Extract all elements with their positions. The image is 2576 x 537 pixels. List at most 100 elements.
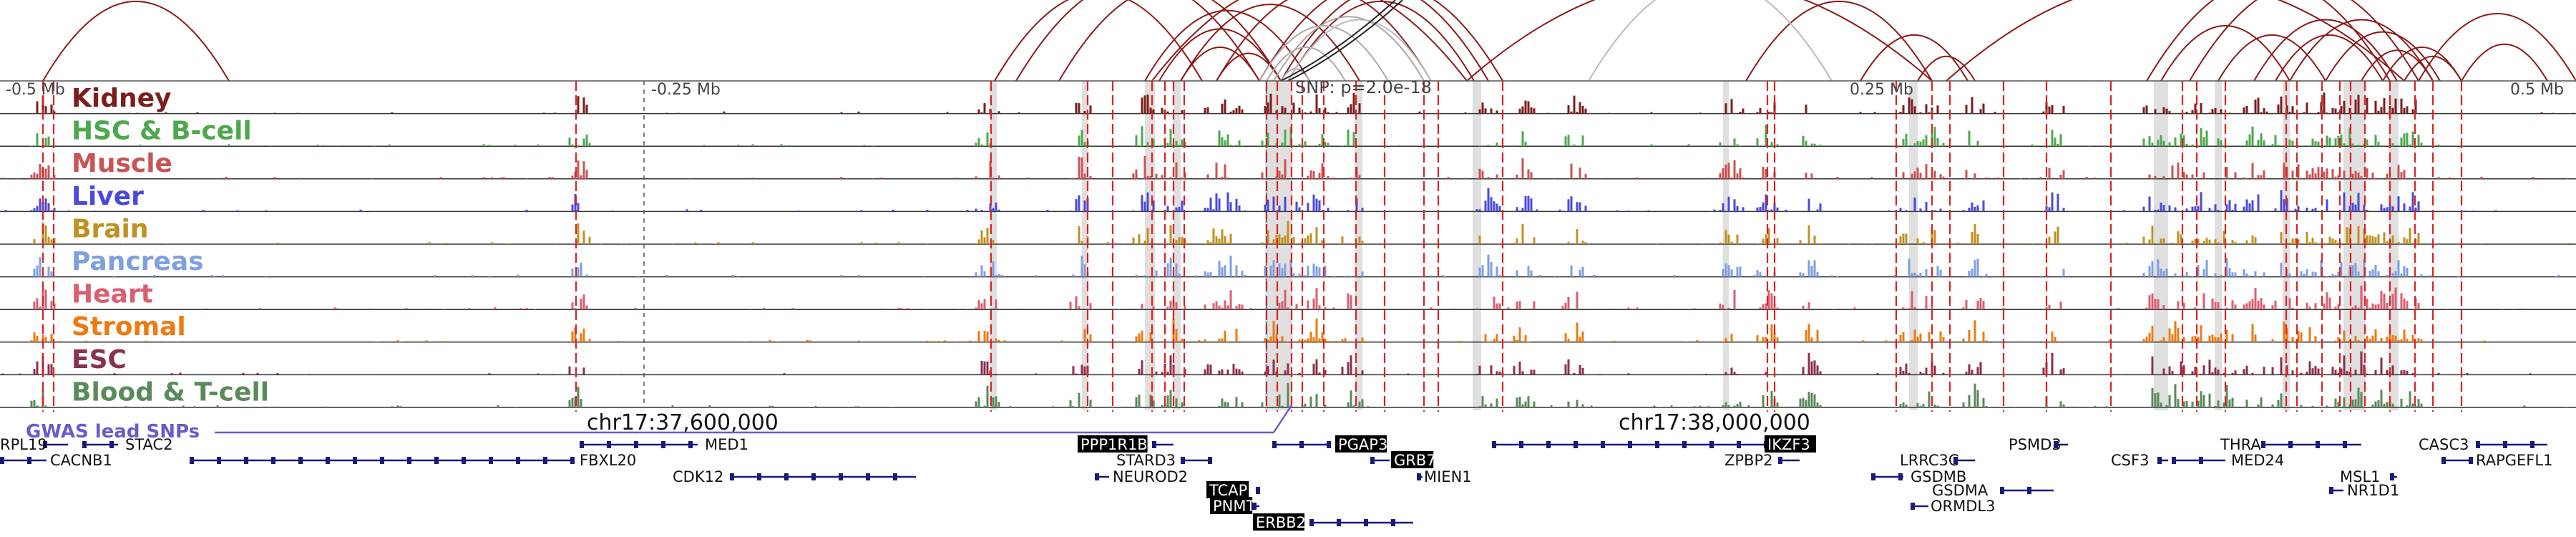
gene-exon — [43, 441, 47, 448]
loop-arc — [1946, 0, 2405, 82]
axis-tick-label: -0.25 Mb — [651, 81, 721, 99]
gene-exon — [109, 441, 114, 448]
track-name: Pancreas — [72, 247, 204, 276]
gene-exon — [2469, 457, 2473, 464]
loop-arc — [1280, 0, 1396, 82]
gene-label-bg — [1765, 435, 1816, 453]
gwas-lead-snps-label: GWAS lead SNPs — [26, 421, 200, 442]
loop-arc — [1259, 25, 1389, 82]
gene-exon — [2329, 487, 2333, 494]
loop-arc — [994, 0, 1203, 82]
loop-arc — [2160, 25, 2290, 82]
gene-label: RPL19 — [0, 436, 47, 453]
gene-exon — [1327, 441, 1331, 448]
gene-exon — [2172, 457, 2176, 464]
gene-exon — [2316, 441, 2320, 448]
gene-exon — [1337, 519, 1341, 526]
gene-exon — [1682, 441, 1687, 448]
gene-exon — [2288, 441, 2293, 448]
loop-arc — [2253, 19, 2398, 82]
gene-exon — [0, 457, 4, 464]
gene-exon — [2503, 441, 2507, 448]
gene-label: TCAP — [1209, 482, 1247, 499]
gene-label: IKZF3 — [1767, 436, 1810, 453]
track-name: Heart — [72, 280, 153, 309]
axis-tick-label: 0.25 Mb — [1850, 81, 1913, 99]
track-signal — [33, 221, 2572, 244]
gene-exon — [1299, 441, 1304, 448]
loop-arc — [2418, 12, 2576, 82]
gene-label: MED24 — [2231, 452, 2284, 469]
gene-exon — [1911, 503, 1915, 510]
chromatin-loop-arcs — [42, 0, 2576, 82]
gene-exon — [543, 457, 547, 464]
coordinate-label-right: chr17:38,000,000 — [1619, 410, 1810, 435]
gene-exon — [1574, 441, 1578, 448]
gene-exon — [1252, 503, 1257, 510]
gene-exon — [634, 441, 638, 448]
gene-label-bg — [1253, 513, 1304, 531]
axis-tick-label: -0.5 Mb — [6, 81, 65, 99]
loop-arc — [1259, 0, 1489, 82]
accessibility-signals — [1, 92, 2575, 407]
loop-arc — [1273, 16, 1425, 82]
loop-arc — [1144, 9, 1310, 82]
gene-label-bg — [1335, 435, 1387, 453]
track-name: Liver — [72, 182, 144, 211]
gene-exon — [1655, 441, 1659, 448]
gene-exon — [1519, 441, 1523, 448]
gene-annotation-track: RPL19 STAC2 CACNB1 FBXL20 MED1 CDK12 PPP1R1BST… — [0, 435, 2552, 531]
gene-exon — [2476, 441, 2480, 448]
loop-arc — [1058, 0, 1282, 82]
track-signal — [1, 351, 2532, 375]
track-names: Kidney HSC & B-cell Muscle Liver Brain Pancre… — [72, 84, 269, 407]
gene-label: PNMT — [1213, 498, 1255, 515]
gene-exon — [2441, 457, 2446, 464]
gene-exon — [271, 457, 275, 464]
gene-exon — [607, 441, 611, 448]
gene-exon — [688, 441, 693, 448]
gene-label: MED1 — [705, 436, 748, 453]
loop-arc — [1216, 52, 1282, 82]
gene-exon — [1370, 457, 1375, 464]
loop-arc — [2461, 43, 2548, 82]
gene-label-bg — [1391, 451, 1434, 468]
track-signal — [1, 155, 2569, 179]
track-signal — [30, 125, 2440, 147]
loop-arc — [1287, 0, 1403, 82]
track-signal — [30, 382, 2569, 407]
gene-exon — [244, 457, 248, 464]
gene-exon — [570, 457, 575, 464]
highlight-region — [1723, 81, 1729, 410]
gene-exon — [811, 473, 816, 480]
gene-exon — [1095, 473, 1099, 480]
gene-label: ERBB2 — [1256, 514, 1306, 531]
gene-exon — [27, 457, 31, 464]
track-name: Blood & T-cell — [72, 377, 269, 407]
gene-exon — [190, 457, 194, 464]
track-name: Stromal — [72, 312, 186, 342]
track-signal — [33, 254, 2560, 277]
loop-arc — [2189, 0, 2419, 82]
gwas-lead-snp-connector — [1272, 405, 1293, 433]
gene-exon — [1417, 473, 1421, 480]
gene-exon — [2261, 441, 2265, 448]
gene-label: PGAP3 — [1338, 436, 1387, 453]
track-signal — [33, 285, 2523, 310]
gene-exon — [1601, 441, 1605, 448]
gene-exon — [2343, 441, 2347, 448]
loop-arc — [1917, 55, 1976, 82]
gene-exon — [1898, 473, 1903, 480]
gene-exon — [2027, 487, 2031, 494]
gene-exon — [1391, 519, 1395, 526]
gene-label: STARD3 — [1116, 452, 1176, 469]
gene-exon — [1364, 519, 1368, 526]
gene-exon — [2000, 487, 2004, 494]
gene-label: GRB7 — [1394, 452, 1436, 469]
track-name: HSC & B-cell — [72, 117, 252, 146]
gene-exon — [434, 457, 439, 464]
track-name: ESC — [72, 345, 127, 374]
highlight-region — [2215, 81, 2222, 410]
gene-label: RAPGEFL1 — [2476, 452, 2552, 469]
